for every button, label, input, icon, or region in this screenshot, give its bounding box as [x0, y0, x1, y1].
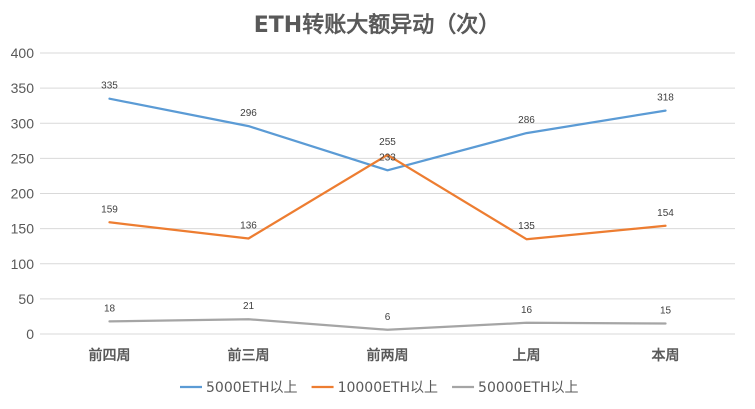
grid-lines [40, 52, 735, 335]
x-tick-label: 前两周 [367, 347, 409, 364]
x-tick-label: 本周 [652, 347, 680, 364]
data-label: 296 [240, 108, 257, 119]
data-label: 18 [104, 303, 116, 314]
y-tick-label: 150 [11, 221, 35, 237]
data-label: 136 [240, 220, 257, 231]
y-axis-ticks: 0 50 100 150 200 250 300 350 400 [11, 45, 35, 342]
x-axis-ticks: 前四周 前三周 前两周 上周 本周 [89, 347, 680, 364]
y-tick-label: 350 [11, 80, 35, 96]
data-label: 255 [379, 137, 396, 148]
data-labels: 335 296 233 286 318 159 136 255 135 154 18 21 6 16 15 [101, 81, 674, 323]
legend: 5000ETH以上 10000ETH以上 50000ETH以上 [180, 380, 579, 396]
series-line-1 [108, 97, 667, 172]
data-label: 16 [521, 305, 533, 316]
x-tick-label: 前三周 [228, 347, 270, 364]
y-tick-label: 250 [11, 150, 35, 166]
data-label: 135 [518, 221, 535, 232]
series-lines [108, 97, 667, 331]
data-label: 318 [657, 93, 674, 104]
y-tick-label: 400 [11, 45, 35, 61]
x-tick-label: 前四周 [89, 347, 131, 364]
data-label: 15 [660, 305, 672, 316]
y-tick-label: 300 [11, 115, 35, 131]
data-label: 154 [657, 208, 674, 219]
legend-label-1: 5000ETH以上 [206, 380, 298, 396]
y-tick-label: 0 [26, 326, 34, 342]
series-line-2 [108, 153, 667, 241]
data-label: 6 [385, 312, 391, 323]
chart-title: ETH转账大额异动（次） [254, 12, 500, 38]
data-label: 286 [518, 115, 535, 126]
y-tick-label: 100 [11, 256, 35, 272]
data-label: 233 [379, 152, 396, 163]
data-label: 159 [101, 204, 118, 215]
x-tick-label: 上周 [513, 348, 541, 364]
y-tick-label: 200 [11, 186, 35, 202]
legend-label-3: 50000ETH以上 [478, 380, 578, 396]
y-tick-label: 50 [18, 291, 34, 307]
data-label: 335 [101, 81, 118, 92]
legend-label-2: 10000ETH以上 [338, 380, 438, 396]
series-line-3 [108, 318, 667, 331]
data-label: 21 [243, 301, 255, 312]
